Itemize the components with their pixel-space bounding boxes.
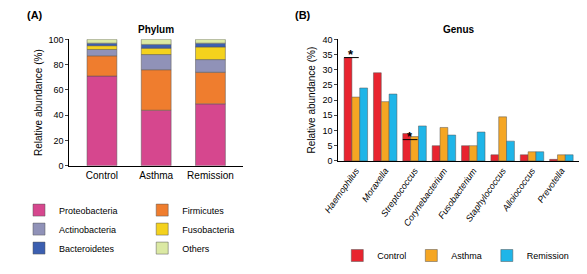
svg-text:(A): (A): [27, 9, 43, 21]
svg-text:Genus: Genus: [443, 24, 475, 35]
svg-text:25: 25: [322, 80, 332, 90]
svg-text:Actinobacteria: Actinobacteria: [59, 225, 116, 235]
svg-text:5: 5: [327, 141, 332, 151]
svg-text:Staphylococcus: Staphylococcus: [464, 166, 509, 224]
svg-text:Asthma: Asthma: [139, 170, 173, 181]
svg-text:Alloiococcus: Alloiococcus: [500, 166, 538, 214]
svg-text:60: 60: [54, 85, 64, 95]
svg-text:Moraxella: Moraxella: [360, 166, 391, 204]
svg-text:0: 0: [327, 156, 332, 166]
svg-text:Asthma: Asthma: [451, 251, 482, 261]
svg-text:Relative abundance (%): Relative abundance (%): [306, 47, 317, 154]
svg-text:Prevotella: Prevotella: [536, 166, 567, 205]
svg-text:35: 35: [322, 50, 332, 60]
svg-text:Bacteroidetes: Bacteroidetes: [59, 244, 115, 254]
svg-text:40: 40: [54, 110, 64, 120]
svg-text:Relative abundance (%): Relative abundance (%): [33, 49, 44, 156]
svg-text:(B): (B): [295, 9, 311, 21]
svg-text:Firmicutes: Firmicutes: [182, 206, 224, 216]
svg-text:40: 40: [322, 35, 332, 45]
svg-text:20: 20: [322, 95, 332, 105]
svg-text:Haemophilus: Haemophilus: [323, 166, 362, 215]
svg-text:15: 15: [322, 110, 332, 120]
svg-text:20: 20: [54, 136, 64, 146]
svg-text:10: 10: [322, 126, 332, 136]
svg-text:30: 30: [322, 65, 332, 75]
svg-text:80: 80: [54, 60, 64, 70]
svg-text:Fusobacteria: Fusobacteria: [182, 225, 234, 235]
svg-text:Remission: Remission: [187, 170, 234, 181]
svg-text:Others: Others: [182, 244, 210, 254]
svg-text:0: 0: [59, 161, 64, 171]
svg-text:Corynebacterium: Corynebacterium: [402, 166, 450, 228]
svg-text:*: *: [348, 47, 354, 62]
svg-text:100: 100: [49, 35, 64, 45]
svg-text:Phylum: Phylum: [138, 24, 174, 35]
svg-text:Proteobacteria: Proteobacteria: [59, 206, 118, 216]
svg-text:Streptococcus: Streptococcus: [379, 166, 420, 219]
svg-text:Control: Control: [86, 170, 118, 181]
svg-text:Control: Control: [377, 251, 406, 261]
svg-text:Fusobacterium: Fusobacterium: [436, 166, 479, 221]
svg-text:Remission: Remission: [527, 251, 569, 261]
svg-text:*: *: [407, 129, 413, 144]
